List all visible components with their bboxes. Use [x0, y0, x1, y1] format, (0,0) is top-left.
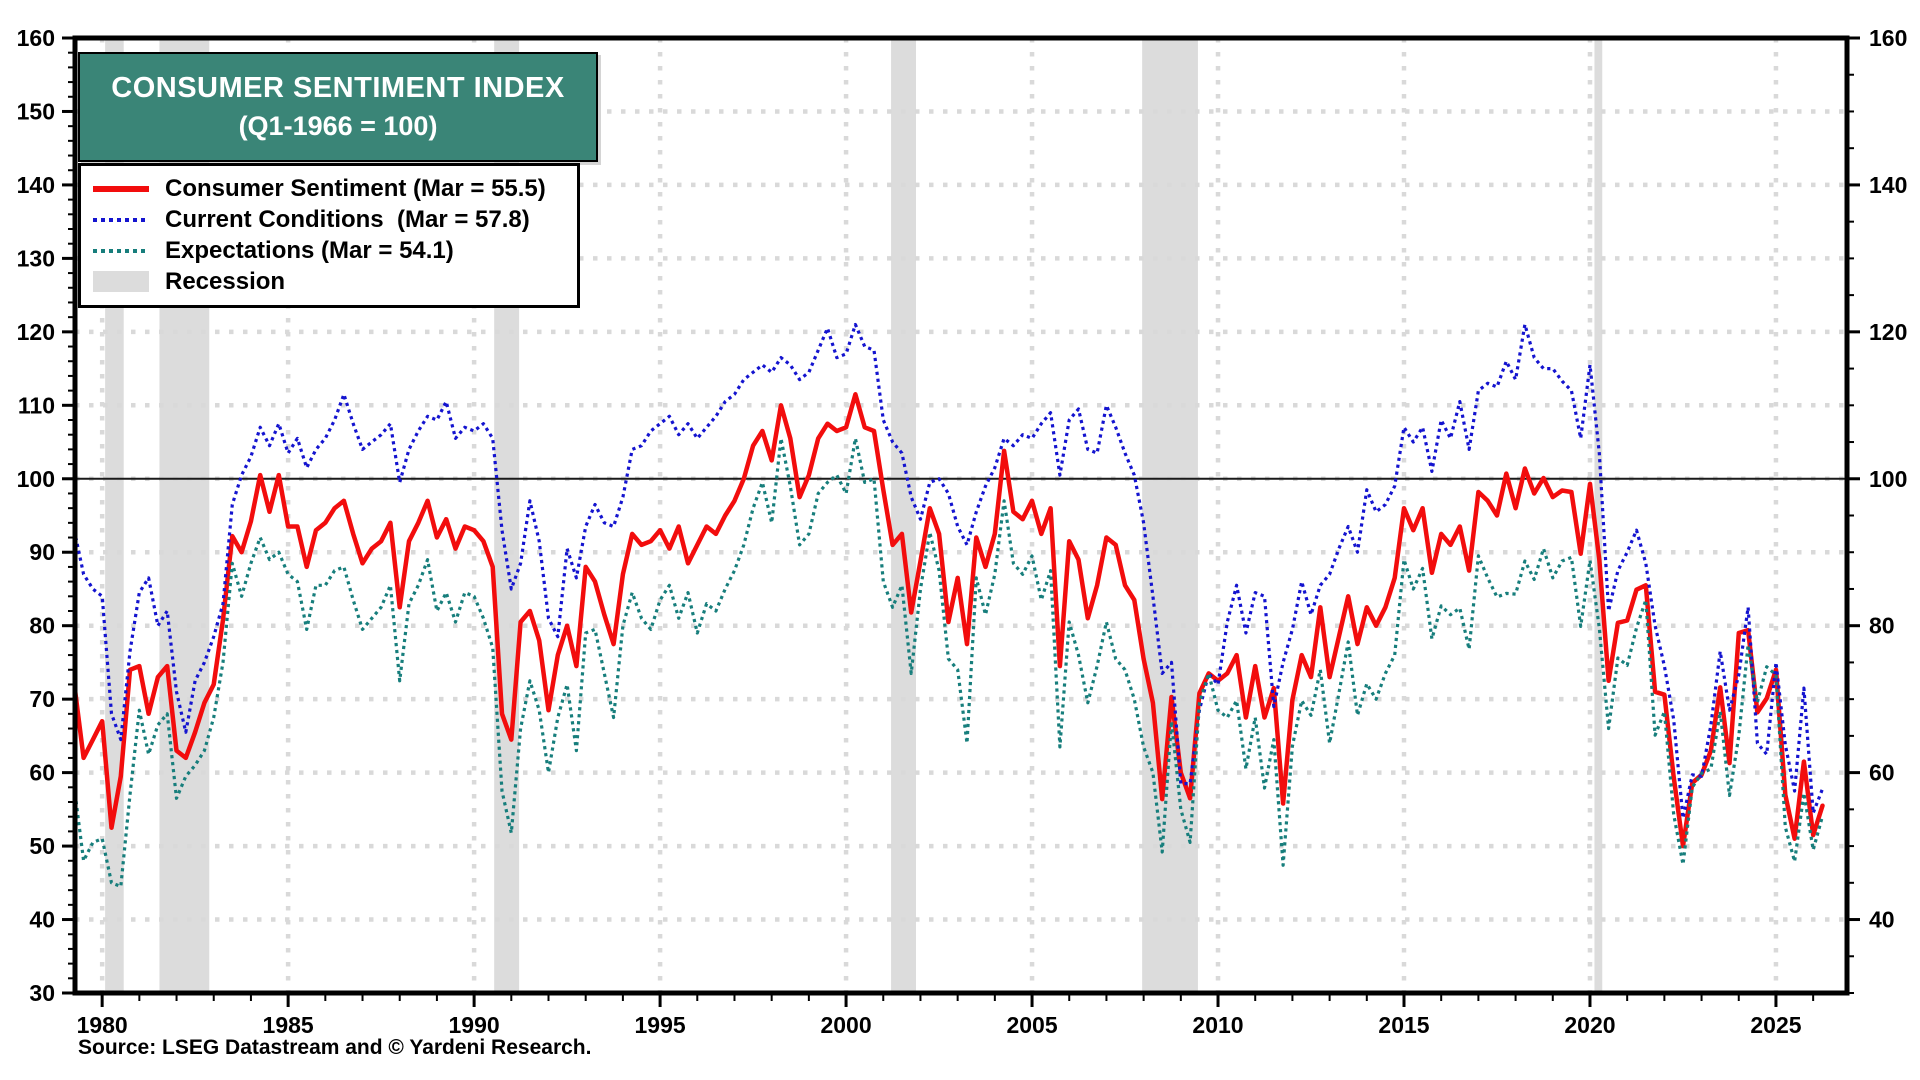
- y-axis-tick-label-left: 30: [29, 980, 55, 1006]
- legend-label: Expectations (Mar = 54.1): [165, 236, 454, 264]
- y-axis-tick-label-right: 80: [1869, 613, 1895, 639]
- y-axis-tick-label-left: 90: [29, 539, 55, 565]
- series-line-expectations: [75, 436, 1825, 889]
- plot-frame: [72, 35, 1850, 996]
- source-note: Source: LSEG Datastream and © Yardeni Re…: [78, 1036, 592, 1059]
- y-axis-tick-label-left: 120: [17, 319, 55, 345]
- legend-item-expectations: Expectations (Mar = 54.1): [89, 235, 567, 266]
- y-axis-tick-label-left: 160: [17, 25, 55, 51]
- y-axis-tick-label-left: 100: [17, 466, 55, 492]
- legend: Consumer Sentiment (Mar = 55.5) Current …: [78, 163, 580, 308]
- y-axis-tick-label-right: 40: [1869, 907, 1895, 933]
- y-axis-tick-label-right: 100: [1869, 466, 1907, 492]
- chart-title: CONSUMER SENTIMENT INDEX: [111, 72, 565, 104]
- consumer-sentiment-line-sample-icon: [89, 185, 151, 192]
- y-axis-tick-label-left: 70: [29, 686, 55, 712]
- y-axis-tick-label-left: 80: [29, 613, 55, 639]
- expectations-line-sample-icon: [89, 248, 151, 253]
- y-axis-tick-label-left: 150: [17, 98, 55, 124]
- recession-band: [1594, 38, 1603, 993]
- x-axis-tick-label: 2015: [1378, 1012, 1429, 1038]
- recession-band: [1142, 38, 1198, 993]
- x-axis-tick-label: 2020: [1564, 1012, 1615, 1038]
- x-axis-tick-label: 2005: [1006, 1012, 1057, 1038]
- y-axis-tick-label-left: 130: [17, 245, 55, 271]
- x-axis-tick-label: 2000: [820, 1012, 871, 1038]
- y-axis-tick-label-left: 140: [17, 172, 55, 198]
- y-axis-tick-label-left: 110: [18, 392, 55, 418]
- x-axis-tick-label: 1990: [449, 1012, 500, 1038]
- series-line-consumer-sentiment: [75, 392, 1825, 849]
- legend-label: Current Conditions (Mar = 57.8): [165, 205, 530, 233]
- recession-band-sample-icon: [89, 271, 151, 292]
- current-conditions-line-sample-icon: [89, 217, 151, 222]
- y-axis-tick-label-right: 120: [1869, 319, 1907, 345]
- y-axis-tick-label-right: 140: [1869, 172, 1907, 198]
- x-axis-tick-label: 1980: [77, 1012, 128, 1038]
- y-axis-tick-label-left: 40: [29, 907, 55, 933]
- y-axis-tick-label-left: 60: [29, 760, 55, 786]
- chart-subtitle: (Q1-1966 = 100): [238, 111, 438, 141]
- series-line-current-conditions: [75, 322, 1824, 820]
- legend-item-recession: Recession: [89, 266, 567, 297]
- chart-title-box: CONSUMER SENTIMENT INDEX (Q1-1966 = 100): [78, 52, 598, 162]
- y-axis-tick-label-right: 160: [1869, 25, 1907, 51]
- legend-label: Consumer Sentiment (Mar = 55.5): [165, 174, 546, 202]
- y-axis-tick-label-right: 60: [1869, 760, 1895, 786]
- x-axis-tick-label: 1995: [635, 1012, 686, 1038]
- legend-item-consumer-sentiment: Consumer Sentiment (Mar = 55.5): [89, 173, 567, 204]
- x-axis-tick-label: 2010: [1192, 1012, 1243, 1038]
- x-axis-tick-label: 2025: [1750, 1012, 1801, 1038]
- legend-item-current-conditions: Current Conditions (Mar = 57.8): [89, 204, 567, 235]
- recession-band: [891, 38, 916, 993]
- legend-label: Recession: [165, 267, 286, 295]
- y-axis-tick-label-left: 50: [29, 833, 55, 859]
- x-axis-tick-label: 1985: [263, 1012, 314, 1038]
